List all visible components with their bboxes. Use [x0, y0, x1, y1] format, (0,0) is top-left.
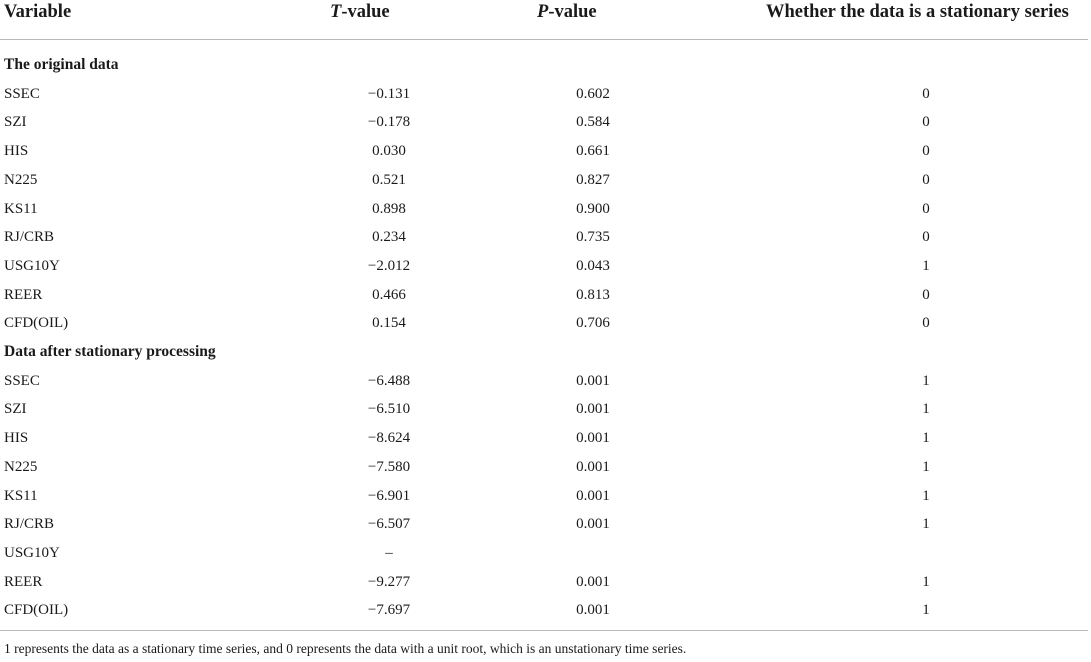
variable-cell: REER	[4, 573, 43, 590]
stationary-cell: 0	[922, 200, 930, 217]
header-t-italic: T	[330, 2, 342, 22]
header-variable: Variable	[4, 2, 72, 22]
t-value-cell: 0.466	[372, 286, 406, 303]
stationary-cell: 0	[922, 143, 930, 160]
p-value-cell: 0.827	[576, 171, 610, 188]
stationary-cell: 0	[922, 229, 930, 246]
header-p-rest: -value	[548, 2, 597, 22]
variable-cell: SZI	[4, 401, 27, 418]
t-value-cell: −6.488	[367, 372, 411, 389]
t-value-cell: −6.510	[367, 401, 411, 418]
variable-cell: SSEC	[4, 372, 40, 389]
t-value-cell: –	[385, 544, 393, 561]
variable-cell: HIS	[4, 430, 29, 447]
p-value-cell: 0.001	[576, 602, 610, 619]
p-value-cell: 0.602	[576, 85, 610, 102]
t-value-cell: −9.277	[367, 573, 411, 590]
table-footnote: 1 represents the data as a stationary ti…	[4, 641, 687, 656]
t-value-cell: −7.580	[367, 458, 411, 475]
p-value-cell: 0.813	[576, 286, 610, 303]
t-value-cell: 0.030	[372, 143, 406, 160]
p-value-cell: 0.001	[576, 430, 610, 447]
section-title: The original data	[4, 56, 119, 73]
p-value-cell: 0.001	[576, 487, 610, 504]
header-t-rest: -value	[341, 2, 390, 22]
variable-cell: RJ/CRB	[4, 516, 55, 533]
t-value-cell: −7.697	[367, 602, 411, 619]
variable-cell: CFD(OIL)	[4, 602, 69, 619]
t-value-cell: 0.234	[372, 229, 406, 246]
p-value-cell: 0.661	[576, 143, 610, 160]
stationary-cell: 0	[922, 315, 930, 332]
stationary-cell: 1	[922, 487, 930, 504]
header-divider	[0, 39, 1088, 40]
variable-cell: USG10Y	[4, 257, 60, 274]
variable-cell: USG10Y	[4, 544, 60, 561]
variable-cell: KS11	[4, 200, 38, 217]
variable-cell: N225	[4, 458, 38, 475]
footer-divider	[0, 630, 1088, 631]
t-value-cell: −2.012	[367, 257, 411, 274]
section-title: Data after stationary processing	[4, 343, 216, 360]
p-value-cell: 0.735	[576, 229, 610, 246]
stationary-cell: 0	[922, 85, 930, 102]
p-value-cell: 0.001	[576, 401, 610, 418]
t-value-cell: 0.521	[372, 171, 406, 188]
stationary-cell: 1	[922, 573, 930, 590]
p-value-cell: 0.900	[576, 200, 610, 217]
p-value-cell: 0.001	[576, 372, 610, 389]
variable-cell: REER	[4, 286, 43, 303]
stationary-cell: 1	[922, 372, 930, 389]
p-value-cell: 0.001	[576, 516, 610, 533]
header-t-value: T-value	[330, 2, 390, 23]
header-p-italic: P	[537, 2, 549, 22]
stationary-cell: 1	[922, 401, 930, 418]
variable-cell: KS11	[4, 487, 38, 504]
t-value-cell: −6.901	[367, 487, 411, 504]
t-value-cell: −6.507	[367, 516, 411, 533]
variable-cell: SZI	[4, 114, 27, 131]
t-value-cell: −0.131	[367, 85, 411, 102]
variable-cell: SSEC	[4, 85, 40, 102]
stationary-cell: 1	[922, 430, 930, 447]
stationary-cell: 1	[922, 257, 930, 274]
stationary-cell: 0	[922, 171, 930, 188]
stationary-cell: 1	[922, 458, 930, 475]
header-stationary: Whether the data is a stationary series	[766, 2, 1069, 22]
stationary-cell: 1	[922, 602, 930, 619]
stationary-cell: 0	[922, 286, 930, 303]
variable-cell: RJ/CRB	[4, 229, 55, 246]
p-value-cell: 0.001	[576, 458, 610, 475]
variable-cell: CFD(OIL)	[4, 315, 69, 332]
t-value-cell: −0.178	[367, 114, 411, 131]
p-value-cell: 0.584	[576, 114, 610, 131]
header-p-value: P-value	[537, 2, 597, 23]
p-value-cell: 0.043	[576, 257, 610, 274]
p-value-cell: 0.706	[576, 315, 610, 332]
variable-cell: HIS	[4, 143, 29, 160]
t-value-cell: 0.898	[372, 200, 406, 217]
stationary-cell: 1	[922, 516, 930, 533]
stationary-cell: 0	[922, 114, 930, 131]
t-value-cell: −8.624	[367, 430, 411, 447]
variable-cell: N225	[4, 171, 38, 188]
p-value-cell: 0.001	[576, 573, 610, 590]
t-value-cell: 0.154	[372, 315, 406, 332]
